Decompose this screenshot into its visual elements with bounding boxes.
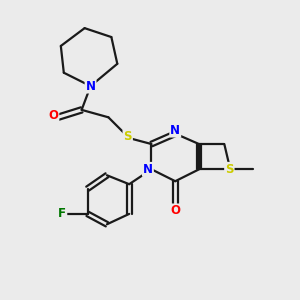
Text: S: S (225, 163, 234, 176)
Text: O: O (48, 109, 59, 122)
Text: O: O (170, 204, 180, 218)
Text: N: N (85, 80, 96, 93)
Text: F: F (58, 207, 66, 220)
Text: N: N (143, 163, 153, 176)
Text: S: S (124, 130, 132, 143)
Text: N: N (170, 124, 180, 136)
